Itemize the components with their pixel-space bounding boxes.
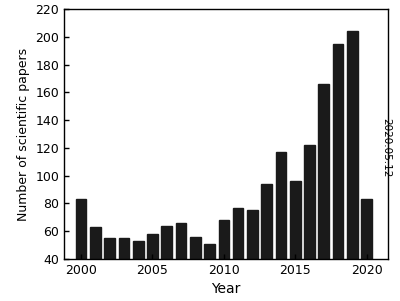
Bar: [162, 225, 172, 301]
Bar: [347, 31, 358, 301]
Bar: [76, 199, 86, 301]
Bar: [290, 181, 300, 301]
Bar: [218, 220, 229, 301]
Bar: [90, 227, 101, 301]
Bar: [318, 84, 329, 301]
Bar: [333, 44, 343, 301]
Bar: [204, 244, 215, 301]
Bar: [247, 210, 258, 301]
Bar: [233, 207, 244, 301]
Bar: [118, 238, 129, 301]
Text: 2020.05.12: 2020.05.12: [381, 118, 391, 178]
Bar: [361, 199, 372, 301]
Bar: [190, 237, 201, 301]
Y-axis label: Number of scientific papers: Number of scientific papers: [17, 47, 30, 221]
X-axis label: Year: Year: [211, 282, 241, 296]
Bar: [104, 238, 115, 301]
Bar: [176, 223, 186, 301]
Bar: [304, 145, 315, 301]
Bar: [276, 152, 286, 301]
Bar: [133, 241, 144, 301]
Bar: [261, 184, 272, 301]
Bar: [147, 234, 158, 301]
